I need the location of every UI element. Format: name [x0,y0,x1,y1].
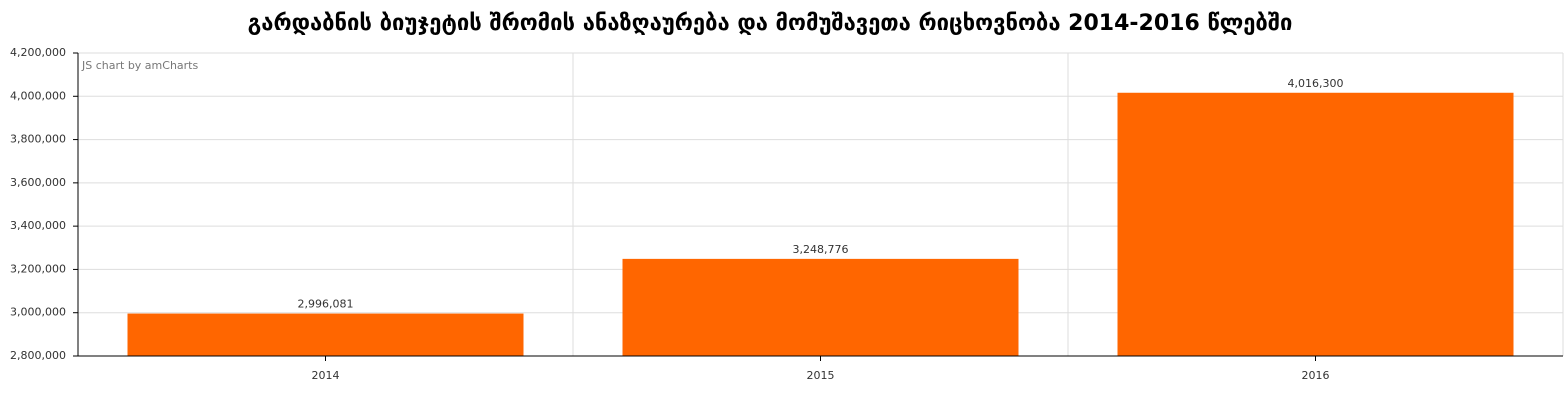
y-tick-label: 3,200,000 [10,262,66,275]
bar [622,258,1019,356]
y-tick-label: 3,600,000 [10,176,66,189]
data-label: 2,996,081 [298,298,354,311]
bar [127,313,524,356]
data-label: 3,248,776 [793,243,849,256]
chart-title: გარდაბნის ბიუჯეტის შრომის ანაზღაურება და… [248,11,1293,36]
y-tick-label: 4,000,000 [10,89,66,102]
y-tick-label: 3,400,000 [10,219,66,232]
y-tick-label: 4,200,000 [10,46,66,59]
y-tick-label: 2,800,000 [10,349,66,362]
x-tick-label: 2016 [1302,369,1330,382]
y-tick-label: 3,000,000 [10,306,66,319]
bar [1117,92,1514,356]
x-tick-label: 2014 [312,369,340,382]
data-label: 4,016,300 [1288,77,1344,90]
y-tick-label: 3,800,000 [10,133,66,146]
x-tick-label: 2015 [807,369,835,382]
credit: JS chart by amCharts [81,59,198,72]
